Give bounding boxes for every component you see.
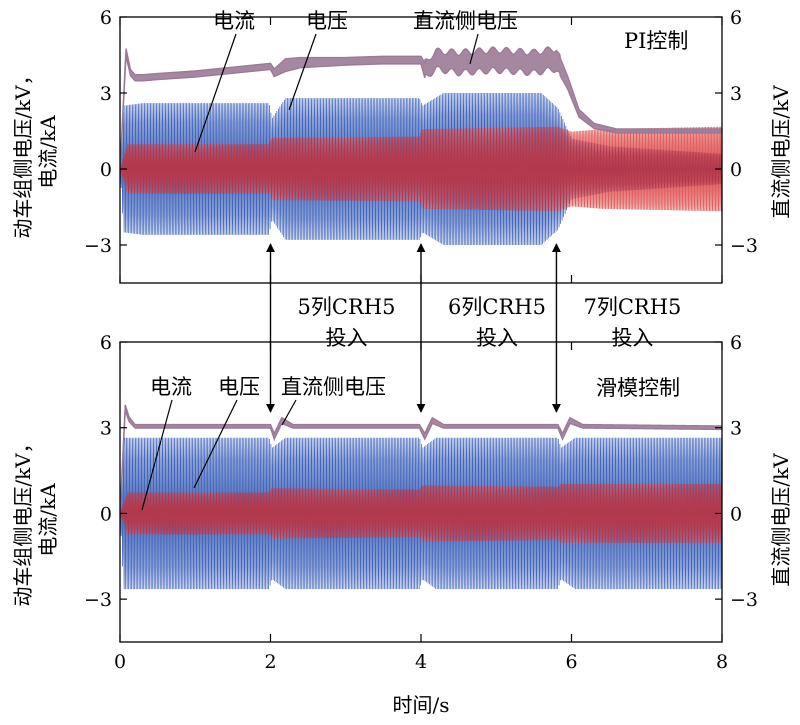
top-current-series <box>120 126 722 212</box>
bottom-left-ylabel-line2: 电流/kA <box>36 483 60 557</box>
x-tick-label: 8 <box>716 651 728 673</box>
bottom-annotation-dc-voltage: 直流侧电压 <box>281 375 386 399</box>
top-annotation-dc-voltage: 直流侧电压 <box>413 9 518 33</box>
bot-current-trace <box>120 483 722 543</box>
bottom-x-axis: 0 2 4 6 8 <box>114 342 728 673</box>
event-label-line2: 投入 <box>326 326 368 350</box>
top-pointer-dc-voltage <box>469 33 479 65</box>
bottom-pointer-voltage <box>193 399 238 489</box>
top-plot-area <box>120 46 722 246</box>
right-tick-label: 0 <box>730 159 742 181</box>
top-left-ylabel-line2: 电流/kA <box>36 115 60 189</box>
top-dc-voltage-series <box>120 46 722 170</box>
event-label-line1: 6列CRH5 <box>448 295 546 319</box>
left-tick-label: 3 <box>100 418 112 440</box>
bottom-annotation-voltage: 电压 <box>218 375 260 399</box>
bottom-right-axis: 6 3 0 −3 <box>715 332 758 611</box>
top-current-trace <box>120 126 722 212</box>
top-pointer-voltage <box>288 33 317 111</box>
bottom-panel: 6 3 0 −3 6 3 0 −3 0 2 4 6 8 滑模控制 电流 电压 直流侧电压 动车组侧电… <box>11 332 793 717</box>
top-left-ylabel-line1: 动车组侧电压/kV， <box>11 65 35 238</box>
bottom-pointer-current <box>141 399 173 511</box>
x-tick-label: 2 <box>264 651 276 673</box>
x-tick-label: 0 <box>114 651 126 673</box>
left-tick-label: 0 <box>100 159 112 181</box>
event-label-line1: 7列CRH5 <box>583 295 681 319</box>
top-annotation-current: 电流 <box>213 9 255 33</box>
right-tick-label: 3 <box>730 418 742 440</box>
bottom-annotation-current: 电流 <box>150 375 192 399</box>
event-markers: 5列CRH5 投入 6列CRH5 投入 7列CRH5 投入 <box>266 243 681 413</box>
bottom-control-label: 滑模控制 <box>596 376 680 400</box>
right-tick-label: −3 <box>730 235 758 257</box>
right-tick-label: −3 <box>730 589 758 611</box>
bottom-current-series <box>120 483 722 543</box>
right-tick-label: 0 <box>730 503 742 525</box>
top-dc-voltage-trace <box>120 46 722 170</box>
bottom-pointer-dc-voltage <box>281 399 297 426</box>
x-tick-label: 6 <box>565 651 577 673</box>
left-tick-label: 6 <box>100 332 112 354</box>
event-label-line1: 5列CRH5 <box>298 295 396 319</box>
right-tick-label: 6 <box>730 7 742 29</box>
top-left-axis: 6 3 0 −3 <box>84 7 127 257</box>
left-tick-label: 0 <box>100 503 112 525</box>
x-axis-label: 时间/s <box>392 693 449 717</box>
left-tick-label: −3 <box>84 589 112 611</box>
top-control-label: PI控制 <box>624 29 688 53</box>
event-label-line2: 投入 <box>476 326 518 350</box>
right-tick-label: 6 <box>730 332 742 354</box>
left-tick-label: 3 <box>100 83 112 105</box>
bottom-left-ylabel-line1: 动车组侧电压/kV， <box>11 433 35 606</box>
bottom-dc-voltage-series <box>120 404 722 514</box>
top-annotation-voltage: 电压 <box>306 9 348 33</box>
top-right-axis: 6 3 0 −3 <box>715 7 758 257</box>
top-right-ylabel: 直流侧电压/kV <box>769 85 793 219</box>
bot-dc-voltage-trace <box>120 404 722 514</box>
top-pointer-current <box>194 33 237 153</box>
bottom-right-ylabel: 直流侧电压/kV <box>769 453 793 587</box>
event-label-line2: 投入 <box>611 326 653 350</box>
left-tick-label: 6 <box>100 7 112 29</box>
top-panel: 630−3 630−3 PI控制 电流 电压 直流侧电压 动车组侧电压/kV， … <box>11 7 793 284</box>
x-tick-label: 4 <box>415 651 427 673</box>
right-tick-label: 3 <box>730 83 742 105</box>
bottom-left-axis: 6 3 0 −3 <box>84 332 127 611</box>
left-tick-label: −3 <box>84 235 112 257</box>
bottom-plot-area <box>120 404 722 590</box>
